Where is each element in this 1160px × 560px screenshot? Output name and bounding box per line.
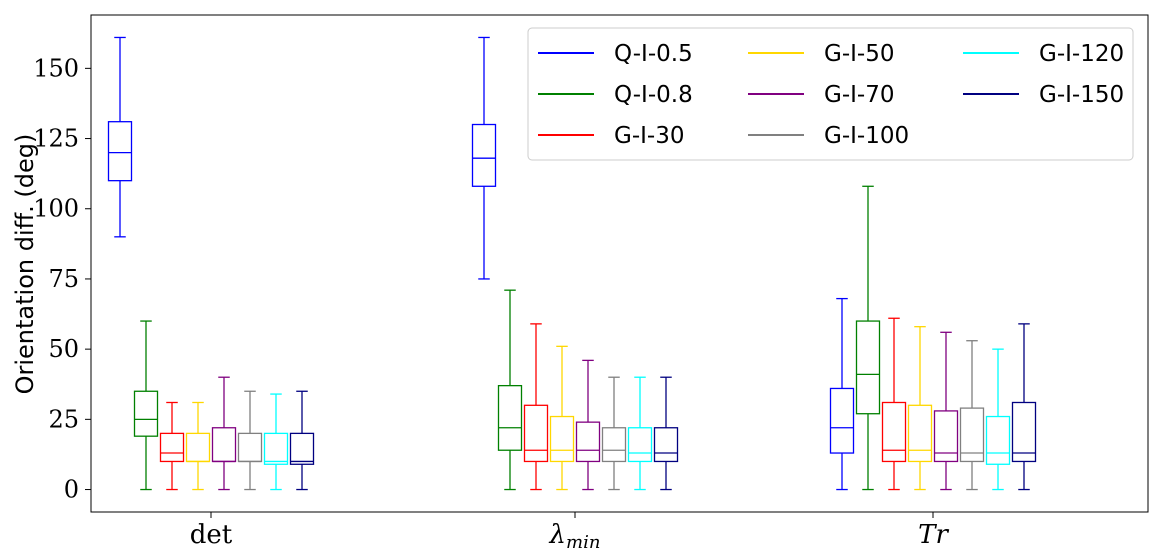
iqr-box (471, 123, 497, 187)
y-axis: 0 25 50 75 100 125 150 (33, 54, 91, 504)
iqr-box (549, 415, 575, 463)
iqr-box (107, 121, 133, 182)
legend-frame (527, 27, 1134, 161)
box-Q-I-0.8-det (133, 320, 159, 491)
iqr-box (575, 421, 601, 463)
y-axis-label: Orientation diff. (deg) (11, 134, 39, 395)
iqr-box (523, 404, 549, 463)
legend: Q-I-0.5 Q-I-0.8 G-I-30 G-I-50 G-I-70 G-I-100 G… (527, 27, 1134, 161)
box-G-I-70-det (211, 376, 237, 491)
box-G-I-50-tr (907, 326, 933, 491)
box-G-I-150-det (289, 390, 315, 491)
y-tick-label: 150 (33, 54, 79, 82)
legend-label: G-I-150 (1039, 82, 1124, 108)
x-axis: det λmin Tr (190, 512, 949, 553)
plot-frame (90, 14, 1149, 513)
box-G-I-120-lmin (627, 376, 653, 491)
legend-item: Q-I-0.8 (538, 82, 693, 108)
iqr-box (133, 390, 159, 437)
iqr-box (497, 384, 523, 451)
legend-item: G-I-70 (748, 82, 894, 108)
legend-label: G-I-30 (614, 123, 684, 149)
iqr-box (829, 387, 855, 454)
y-tick-label: 125 (33, 125, 79, 153)
series-G-I-100 (237, 340, 985, 491)
series-G-I-30 (159, 317, 907, 491)
series-G-I-70 (211, 331, 959, 491)
series-G-I-120 (263, 348, 1011, 491)
box-G-I-100-det (237, 390, 263, 491)
box-Q-I-0.5-tr (829, 297, 855, 491)
iqr-box (653, 427, 679, 463)
legend-item: G-I-100 (748, 123, 909, 149)
x-tick-label-det: det (190, 520, 233, 550)
series-Q-I-0.8 (133, 185, 881, 491)
box-Q-I-0.5-det (107, 36, 133, 238)
box-G-I-120-tr (985, 348, 1011, 491)
iqr-box (907, 404, 933, 463)
box-G-I-30-lmin (523, 323, 549, 491)
legend-item: G-I-30 (538, 123, 684, 149)
box-Q-I-0.8-lmin (497, 289, 523, 491)
y-tick-label: 25 (48, 405, 79, 433)
iqr-box (1011, 401, 1037, 463)
box-G-I-50-lmin (549, 345, 575, 491)
box-G-I-100-lmin (601, 376, 627, 491)
iqr-box (159, 432, 185, 463)
y-tick-label: 50 (48, 335, 79, 363)
legend-label: Q-I-0.5 (614, 41, 693, 67)
box-G-I-30-tr (881, 317, 907, 491)
iqr-box (855, 320, 881, 415)
legend-label: G-I-120 (1039, 41, 1124, 67)
legend-label: G-I-50 (824, 41, 894, 67)
iqr-box (985, 415, 1011, 465)
box-Q-I-0.5-lmin (471, 36, 497, 280)
series-Q-I-0.5 (107, 36, 855, 491)
box-G-I-150-lmin (653, 376, 679, 491)
box-series (107, 36, 1037, 491)
box-G-I-120-det (263, 393, 289, 491)
iqr-box (263, 432, 289, 465)
series-G-I-150 (289, 323, 1037, 491)
box-G-I-100-tr (959, 340, 985, 491)
series-G-I-50 (185, 326, 933, 491)
iqr-box (627, 427, 653, 463)
box-G-I-30-det (159, 401, 185, 491)
iqr-box (959, 407, 985, 463)
legend-label: G-I-100 (824, 123, 909, 149)
box-G-I-70-lmin (575, 359, 601, 491)
iqr-box (289, 432, 315, 465)
legend-label: Q-I-0.8 (614, 82, 693, 108)
legend-item: G-I-120 (963, 41, 1124, 67)
y-tick-label: 0 (64, 476, 79, 504)
y-tick-label: 100 (33, 195, 79, 223)
box-G-I-50-det (185, 401, 211, 491)
iqr-box (933, 410, 959, 463)
iqr-box (881, 401, 907, 463)
box-G-I-70-tr (933, 331, 959, 491)
legend-item: G-I-150 (963, 82, 1124, 108)
iqr-box (601, 427, 627, 463)
legend-item: Q-I-0.5 (538, 41, 693, 67)
legend-label: G-I-70 (824, 82, 894, 108)
y-tick-label: 75 (48, 265, 79, 293)
box-Q-I-0.8-tr (855, 185, 881, 491)
box-G-I-150-tr (1011, 323, 1037, 491)
x-tick-label-tr: Tr (918, 520, 949, 550)
legend-item: G-I-50 (748, 41, 894, 67)
